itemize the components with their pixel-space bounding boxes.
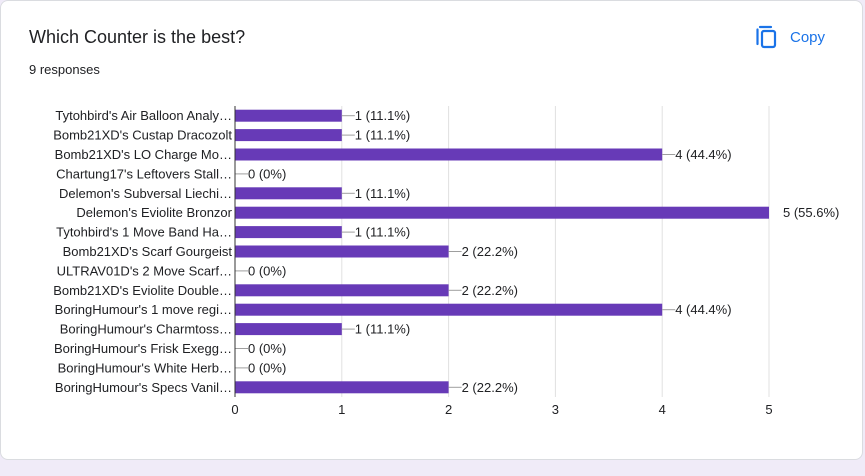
category-label: ULTRAV01D's 2 Move Scarf… — [57, 263, 232, 278]
data-label: 0 (0%) — [248, 166, 286, 181]
x-tick-label: 2 — [445, 402, 452, 417]
data-label: 1 (11.1%) — [355, 128, 410, 143]
response-count: 9 responses — [29, 62, 100, 77]
question-card: Which Counter is the best? 9 responses C… — [0, 0, 863, 460]
x-tick-label: 5 — [765, 402, 772, 417]
category-label: Tytohbird's Air Balloon Analy… — [55, 108, 232, 123]
category-label: Tytohbird's 1 Move Band Ha… — [56, 225, 232, 240]
bar — [235, 129, 342, 142]
data-label: 4 (44.4%) — [675, 302, 731, 317]
category-label: Delemon's Eviolite Bronzor — [76, 205, 232, 220]
data-label: 4 (44.4%) — [675, 147, 731, 162]
bar — [235, 323, 342, 336]
data-label: 0 (0%) — [248, 360, 286, 375]
category-label: BoringHumour's Frisk Exegg… — [54, 341, 232, 356]
bar — [235, 206, 769, 219]
category-label: Bomb21XD's Eviolite Double… — [53, 283, 232, 298]
question-title: Which Counter is the best? — [29, 27, 246, 47]
data-label: 1 (11.1%) — [355, 108, 410, 123]
data-label: 0 (0%) — [248, 341, 286, 356]
data-label: 5 (55.6%) — [783, 205, 839, 220]
x-tick-label: 1 — [338, 402, 345, 417]
data-label: 2 (22.2%) — [462, 380, 518, 395]
copy-button[interactable]: Copy — [756, 21, 825, 53]
data-label: 1 (11.1%) — [355, 225, 410, 240]
x-tick-label: 4 — [659, 402, 666, 417]
category-label: Chartung17's Leftovers Stall… — [56, 166, 232, 181]
bar — [235, 245, 449, 258]
bar — [235, 284, 449, 297]
bar-chart: 0 1 2 3 4 5 Tytohbird's Air Balloon Analy… 1 (1… — [53, 106, 839, 417]
category-label: Bomb21XD's Custap Dracozolt — [53, 128, 232, 143]
bar — [235, 381, 449, 394]
category-label: BoringHumour's White Herb… — [58, 360, 232, 375]
bar — [235, 187, 342, 200]
data-label: 2 (22.2%) — [462, 283, 518, 298]
bar — [235, 226, 342, 239]
data-label: 2 (22.2%) — [462, 244, 518, 259]
x-tick-label: 0 — [231, 402, 238, 417]
category-label: BoringHumour's Charmtoss… — [60, 322, 232, 337]
bar — [235, 109, 342, 122]
bar — [235, 148, 663, 161]
category-label: Bomb21XD's Scarf Gourgeist — [63, 244, 233, 259]
page-bottom-strip — [0, 460, 865, 476]
data-label: 1 (11.1%) — [355, 186, 410, 201]
x-tick-label: 3 — [552, 402, 559, 417]
bar — [235, 303, 663, 316]
category-label: BoringHumour's Specs Vanil… — [55, 380, 232, 395]
category-label: Bomb21XD's LO Charge Mo… — [55, 147, 232, 162]
data-label: 1 (11.1%) — [355, 322, 410, 337]
category-label: BoringHumour's 1 move regi… — [55, 302, 232, 317]
copy-label: Copy — [790, 28, 826, 46]
data-label: 0 (0%) — [248, 263, 286, 278]
copy-icon — [756, 25, 777, 49]
category-label: Delemon's Subversal Liechi… — [59, 186, 232, 201]
